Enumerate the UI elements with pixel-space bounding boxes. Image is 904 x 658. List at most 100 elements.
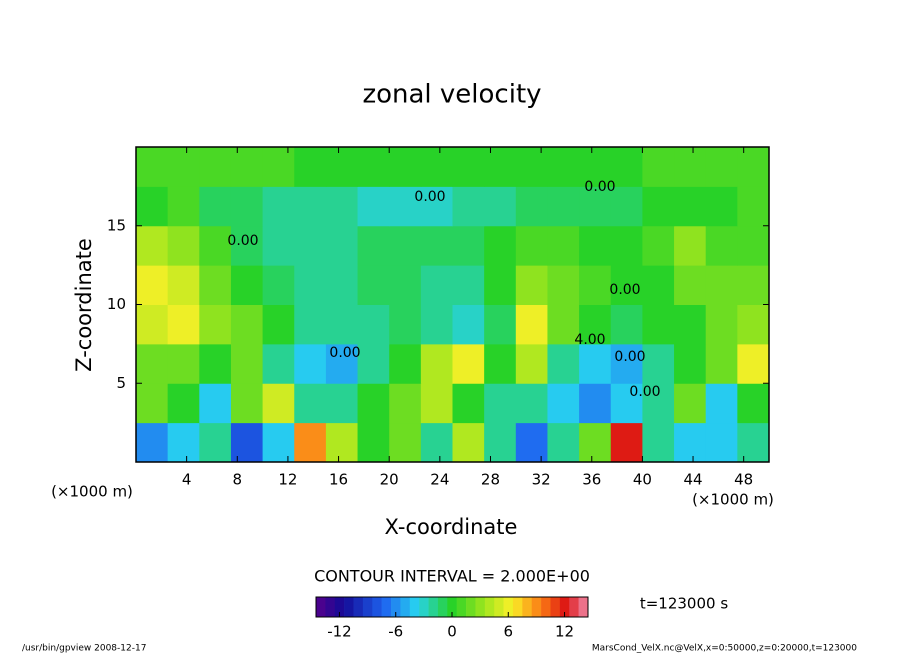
colorbar-swatch (569, 597, 579, 617)
x-tick-label: 40 (633, 471, 652, 489)
x-tick-label: 12 (278, 471, 297, 489)
cell (547, 383, 580, 424)
cell (642, 343, 675, 384)
cell (547, 422, 580, 463)
cell (167, 343, 200, 384)
overlay (135, 146, 770, 463)
cell (420, 383, 453, 424)
cell (357, 225, 390, 266)
footer-left: /usr/bin/gpview 2008-12-17 (22, 644, 146, 654)
cell (167, 225, 200, 266)
cell (389, 422, 422, 463)
colorbar-swatch (522, 597, 533, 617)
colorbar-swatch (344, 597, 354, 617)
colorbar-swatch (447, 597, 457, 617)
cell (705, 422, 738, 463)
cell (737, 383, 770, 424)
cell (515, 422, 548, 463)
cell (484, 422, 517, 463)
cell (325, 186, 359, 227)
cell (579, 186, 612, 227)
colorbar-swatch (400, 597, 411, 617)
cell (262, 225, 295, 266)
cell (325, 304, 359, 345)
cell (167, 265, 200, 305)
cell (136, 383, 169, 424)
x-unit-label: (×1000 m) (51, 483, 133, 501)
colorbar-swatch (381, 597, 392, 617)
cell (357, 265, 390, 305)
cell (230, 304, 264, 345)
cell (230, 383, 264, 424)
colorbar-swatch (578, 597, 589, 617)
cell (199, 422, 232, 463)
colorbar-swatch (466, 597, 476, 617)
cell (325, 343, 359, 384)
colorbar-swatch (419, 597, 429, 617)
x-tick-label: 44 (683, 471, 702, 489)
contour-label: 0.00 (584, 179, 615, 195)
cell (199, 343, 232, 384)
cell (452, 225, 485, 266)
cell (389, 147, 422, 187)
cell (389, 225, 422, 266)
cell (230, 343, 264, 384)
cell (642, 422, 675, 463)
colorbar-swatch (456, 597, 467, 617)
cell (610, 186, 643, 227)
cell (452, 383, 485, 424)
cell (610, 147, 643, 187)
cell (262, 147, 295, 187)
cell (579, 383, 612, 424)
cell (705, 343, 738, 384)
cell (484, 343, 517, 384)
cell (199, 147, 232, 187)
colorbar-swatch (353, 597, 364, 617)
cell (737, 304, 770, 345)
cell (199, 186, 232, 227)
cell (294, 265, 327, 305)
cell (737, 147, 770, 187)
colorbar-tick-label: 6 (504, 623, 514, 641)
cell (136, 422, 169, 463)
cell (452, 147, 485, 187)
cell (737, 343, 770, 384)
cell (515, 147, 548, 187)
cell (294, 422, 327, 463)
contour-label: 0.00 (329, 345, 360, 361)
cell (642, 265, 675, 305)
cell (357, 186, 390, 227)
colorbar-swatch (550, 597, 561, 617)
cell (136, 343, 169, 384)
cell (452, 422, 485, 463)
x-tick-label: 20 (380, 471, 399, 489)
cell (484, 147, 517, 187)
cell (199, 304, 232, 345)
contour-interval: CONTOUR INTERVAL = 2.000E+00 (314, 567, 590, 586)
colorbar-swatch (316, 597, 326, 617)
colorbar-swatch (512, 597, 523, 617)
cell (230, 147, 264, 187)
cell (357, 383, 390, 424)
cell (136, 304, 169, 345)
cell (579, 422, 612, 463)
time-label: t=123000 s (640, 595, 728, 613)
cell (737, 422, 770, 463)
cell (167, 304, 200, 345)
cell (484, 225, 517, 266)
cell (420, 186, 453, 227)
x-tick-label: 48 (734, 471, 753, 489)
cell (325, 383, 359, 424)
cell (674, 343, 707, 384)
cell (579, 343, 612, 384)
cell (674, 265, 707, 305)
cell (515, 343, 548, 384)
x-tick-label: 8 (233, 471, 243, 489)
cell (357, 422, 390, 463)
cell (452, 343, 485, 384)
cell (389, 265, 422, 305)
colorbar-swatch (409, 597, 420, 617)
colorbar-swatch (484, 597, 495, 617)
cell (452, 265, 485, 305)
cell (389, 186, 422, 227)
